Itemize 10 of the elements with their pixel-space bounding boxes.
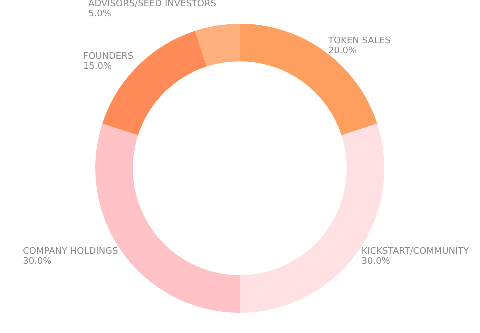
slice-label: ADVISORS/SEED INVESTORS (88, 0, 217, 10)
slice-label: KICKSTART/COMMUNITY (362, 246, 470, 257)
data-label: 5.0% (88, 10, 112, 20)
slice-label: COMPANY HOLDINGS (23, 246, 119, 257)
data-label: 15.0% (83, 62, 112, 72)
data-label: 30.0% (362, 256, 391, 267)
data-label: 20.0% (328, 46, 358, 57)
data-label: 30.0% (23, 256, 52, 267)
slice-label: FOUNDERS (83, 52, 134, 62)
slice-label: TOKEN SALES (327, 36, 391, 47)
